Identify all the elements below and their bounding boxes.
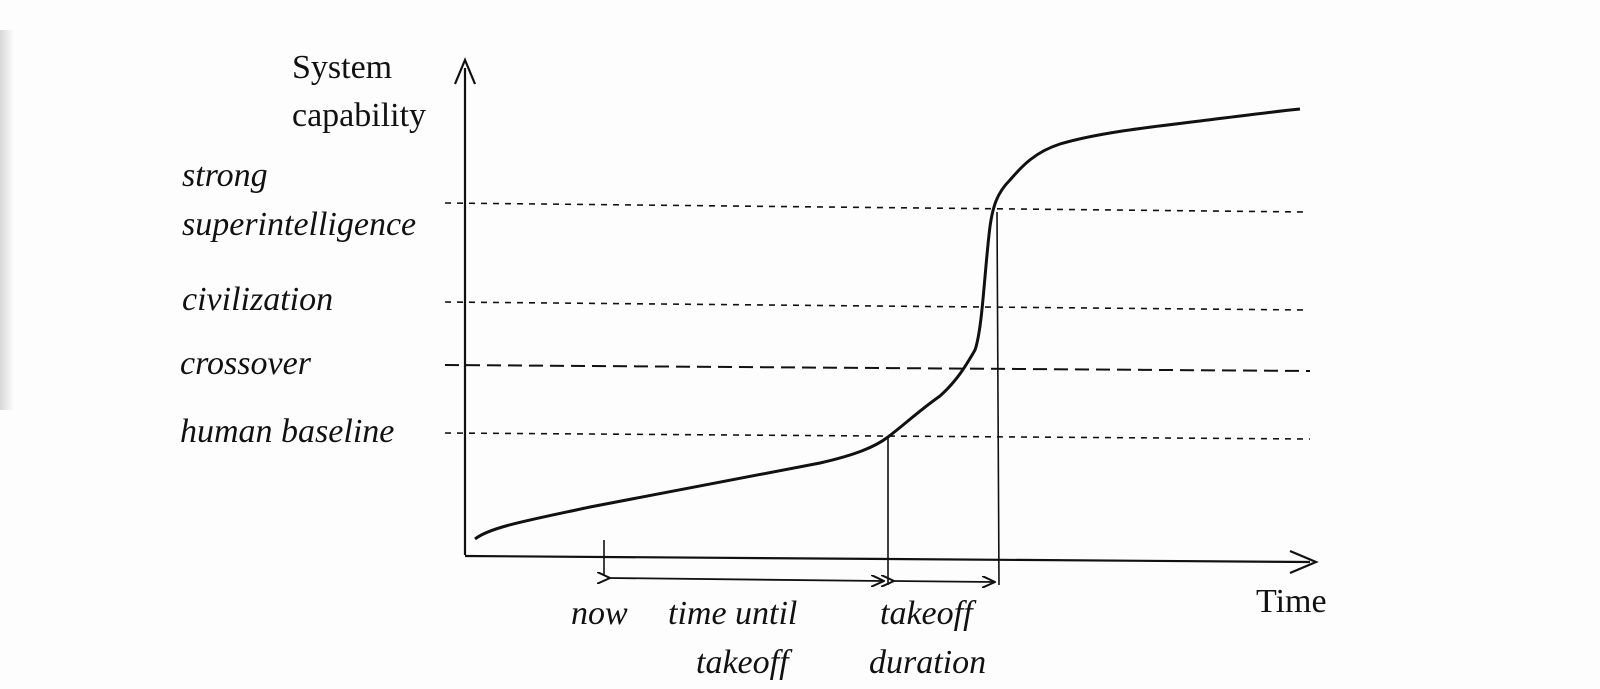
takeoff-end-line [996, 211, 1000, 586]
capability-curve [474, 107, 1301, 541]
time-until-label-line-2: takeoff [696, 644, 793, 681]
y-axis-title-line-2: capability [292, 97, 426, 134]
x-axis-arrow [1289, 549, 1319, 575]
level-line-human-baseline [444, 432, 1311, 440]
takeoff-duration-label-line-2: duration [869, 644, 986, 681]
time-until-takeoff-arrow [609, 578, 883, 581]
time-until-label-line-1: time until [668, 595, 797, 632]
level-label-civilization: civilization [182, 281, 333, 318]
y-axis-arrow [453, 57, 477, 85]
level-line-strong-superintelligence [444, 202, 1306, 213]
x-axis-title: Time [1256, 583, 1327, 620]
level-label-strong: strong [182, 157, 268, 194]
level-line-civilization [444, 301, 1306, 311]
level-label-human-baseline: human baseline [180, 413, 394, 450]
level-label-superintelligence: superintelligence [182, 206, 416, 243]
now-label: now [571, 595, 628, 632]
page-edge-shadow [0, 30, 14, 410]
level-label-crossover: crossover [180, 345, 312, 382]
y-axis-title-line-1: System [292, 49, 392, 86]
takeoff-duration-label-line-1: takeoff [880, 595, 977, 632]
level-line-crossover [444, 364, 1311, 372]
takeoff-duration-arrow [893, 581, 994, 582]
